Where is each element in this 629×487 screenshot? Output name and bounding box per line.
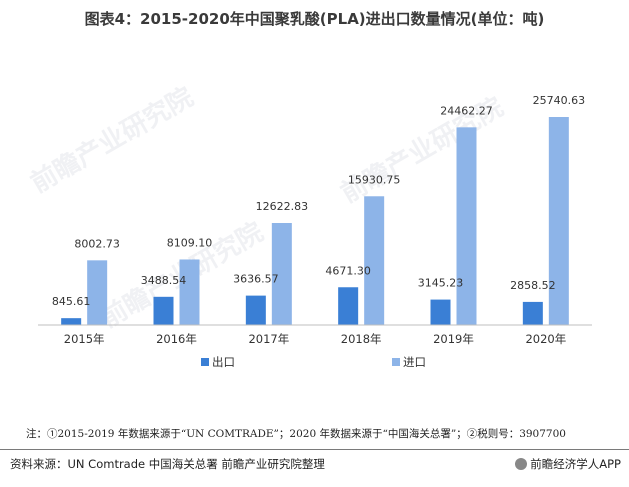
source-text: 资料来源：UN Comtrade 中国海关总署 前瞻产业研究院整理	[10, 457, 325, 471]
label-export-0: 845.61	[52, 295, 91, 308]
x-tick-label-2: 2017年	[248, 332, 289, 346]
label-import-3: 15930.75	[348, 173, 401, 186]
label-import-5: 25740.63	[533, 94, 586, 107]
bar-import-2	[271, 222, 292, 325]
bar-export-1	[153, 296, 174, 325]
legend-label-1: 进口	[403, 355, 426, 369]
legend-label-0: 出口	[212, 355, 235, 369]
footer-divider	[0, 449, 629, 450]
legend-swatch-1	[392, 358, 400, 366]
data-labels-group: 845.61 8002.73 3488.54 8109.10 3636.57 12622.…	[52, 94, 585, 308]
label-import-0: 8002.73	[74, 237, 120, 250]
x-tick-label-5: 2020年	[525, 332, 566, 346]
label-import-2: 12622.83	[256, 200, 309, 213]
bar-export-0	[61, 318, 82, 325]
label-import-4: 24462.27	[440, 104, 493, 117]
label-export-5: 2858.52	[510, 279, 556, 292]
label-export-4: 3145.23	[418, 277, 464, 290]
bar-import-4	[456, 127, 477, 325]
bar-export-5	[522, 301, 543, 325]
bar-import-5	[548, 117, 569, 325]
bar-import-3	[364, 196, 385, 325]
x-tick-label-0: 2015年	[64, 332, 105, 346]
brand-text: 前瞻经济学人APP	[530, 457, 621, 471]
legend: 出口 进口	[201, 355, 426, 369]
bar-import-1	[179, 259, 200, 325]
bars-group	[61, 117, 569, 325]
x-tick-label-3: 2018年	[341, 332, 382, 346]
brand-label: 前瞻经济学人APP	[515, 456, 621, 472]
x-tick-labels-group: 2015年 2016年 2017年 2018年 2019年 2020年	[64, 332, 566, 346]
legend-swatch-0	[201, 358, 209, 366]
label-import-1: 8109.10	[167, 236, 213, 249]
chart-title: 图表4：2015-2020年中国聚乳酸(PLA)进出口数量情况(单位：吨)	[84, 10, 545, 28]
bar-chart: 845.61 8002.73 3488.54 8109.10 3636.57 12622.…	[38, 94, 592, 369]
brand-logo-icon	[515, 458, 528, 470]
bar-export-2	[245, 295, 266, 325]
footnote: 注：①2015-2019 年数据来源于“UN COMTRADE”；2020 年数…	[26, 428, 566, 440]
label-export-1: 3488.54	[141, 274, 187, 287]
bar-export-4	[430, 299, 451, 325]
bar-export-3	[338, 287, 359, 325]
x-tick-label-1: 2016年	[156, 332, 197, 346]
label-export-2: 3636.57	[233, 273, 279, 286]
bar-import-0	[87, 260, 108, 325]
x-tick-label-4: 2019年	[433, 332, 474, 346]
label-export-3: 4671.30	[325, 264, 371, 277]
